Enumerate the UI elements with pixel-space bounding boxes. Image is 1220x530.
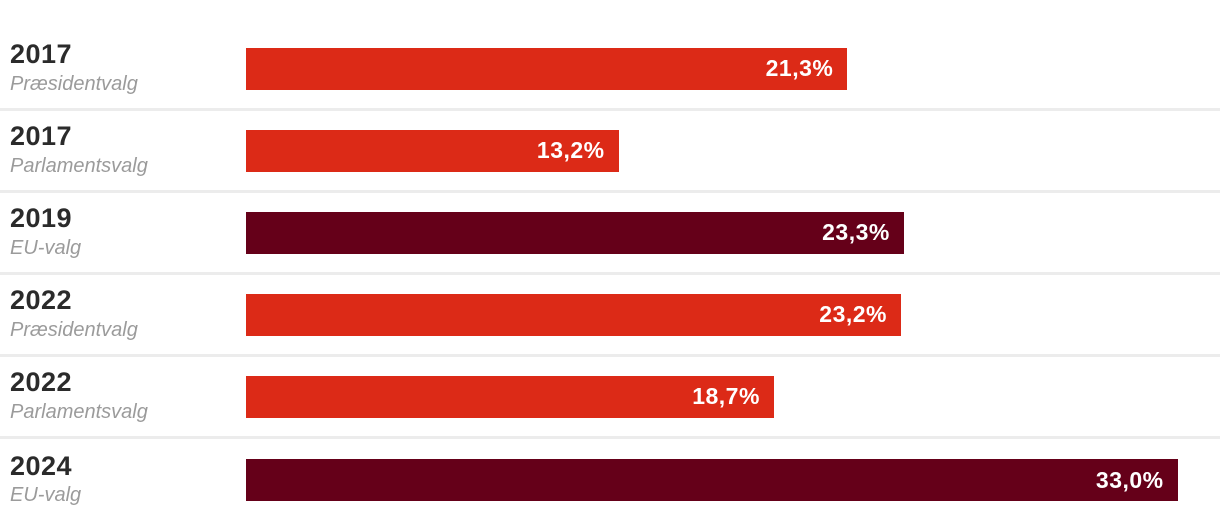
bar-value-label: 33,0% <box>1095 466 1164 493</box>
bar: 33,0% <box>246 459 1178 501</box>
bar-track: 33,0% <box>246 459 1220 501</box>
row-label-group: 2022 Parlamentsvalg <box>0 367 246 425</box>
row-year-label: 2022 <box>10 285 73 316</box>
row-year-label: 2022 <box>10 367 73 398</box>
chart-row: 2022 Parlamentsvalg 18,7% <box>0 357 1220 439</box>
bar: 23,2% <box>246 293 901 336</box>
row-year-label: 2017 <box>10 39 73 70</box>
bar-track: 23,2% <box>246 293 1220 336</box>
row-year-label: 2024 <box>10 450 73 481</box>
bar-track: 13,2% <box>246 129 1220 172</box>
row-label-group: 2017 Præsidentvalg <box>0 39 246 97</box>
row-label-group: 2017 Parlamentsvalg <box>0 121 246 179</box>
bar-value-label: 23,3% <box>822 219 890 245</box>
bar-track: 23,3% <box>246 211 1220 254</box>
row-election-type-label: EU-valg <box>10 484 82 507</box>
chart-row: 2017 Parlamentsvalg 13,2% <box>0 111 1220 193</box>
bar-value-label: 13,2% <box>536 137 605 163</box>
bar: 18,7% <box>246 375 774 418</box>
row-label-group: 2022 Præsidentvalg <box>0 285 246 343</box>
bar: 21,3% <box>246 47 848 90</box>
bar-value-label: 18,7% <box>692 383 760 409</box>
row-year-label: 2019 <box>10 203 73 234</box>
bar-track: 21,3% <box>246 47 1220 90</box>
chart-row: 2017 Præsidentvalg 21,3% <box>0 29 1220 111</box>
row-label-group: 2024 EU-valg <box>0 451 246 509</box>
row-election-type-label: Præsidentvalg <box>10 72 138 95</box>
chart-row: 2022 Præsidentvalg 23,2% <box>0 275 1220 357</box>
bar-track: 18,7% <box>246 375 1220 418</box>
row-election-type-label: EU-valg <box>10 236 82 259</box>
chart-row: 2024 EU-valg 33,0% <box>0 439 1220 521</box>
bar: 13,2% <box>246 129 619 172</box>
row-election-type-label: Parlamentsvalg <box>10 154 148 177</box>
bar-value-label: 23,2% <box>819 301 887 327</box>
row-label-group: 2019 EU-valg <box>0 203 246 261</box>
row-election-type-label: Præsidentvalg <box>10 318 138 341</box>
bar: 23,3% <box>246 211 904 254</box>
chart-row: 2019 EU-valg 23,3% <box>0 193 1220 275</box>
row-election-type-label: Parlamentsvalg <box>10 400 148 423</box>
bar-value-label: 21,3% <box>765 55 834 81</box>
row-year-label: 2017 <box>10 121 73 152</box>
